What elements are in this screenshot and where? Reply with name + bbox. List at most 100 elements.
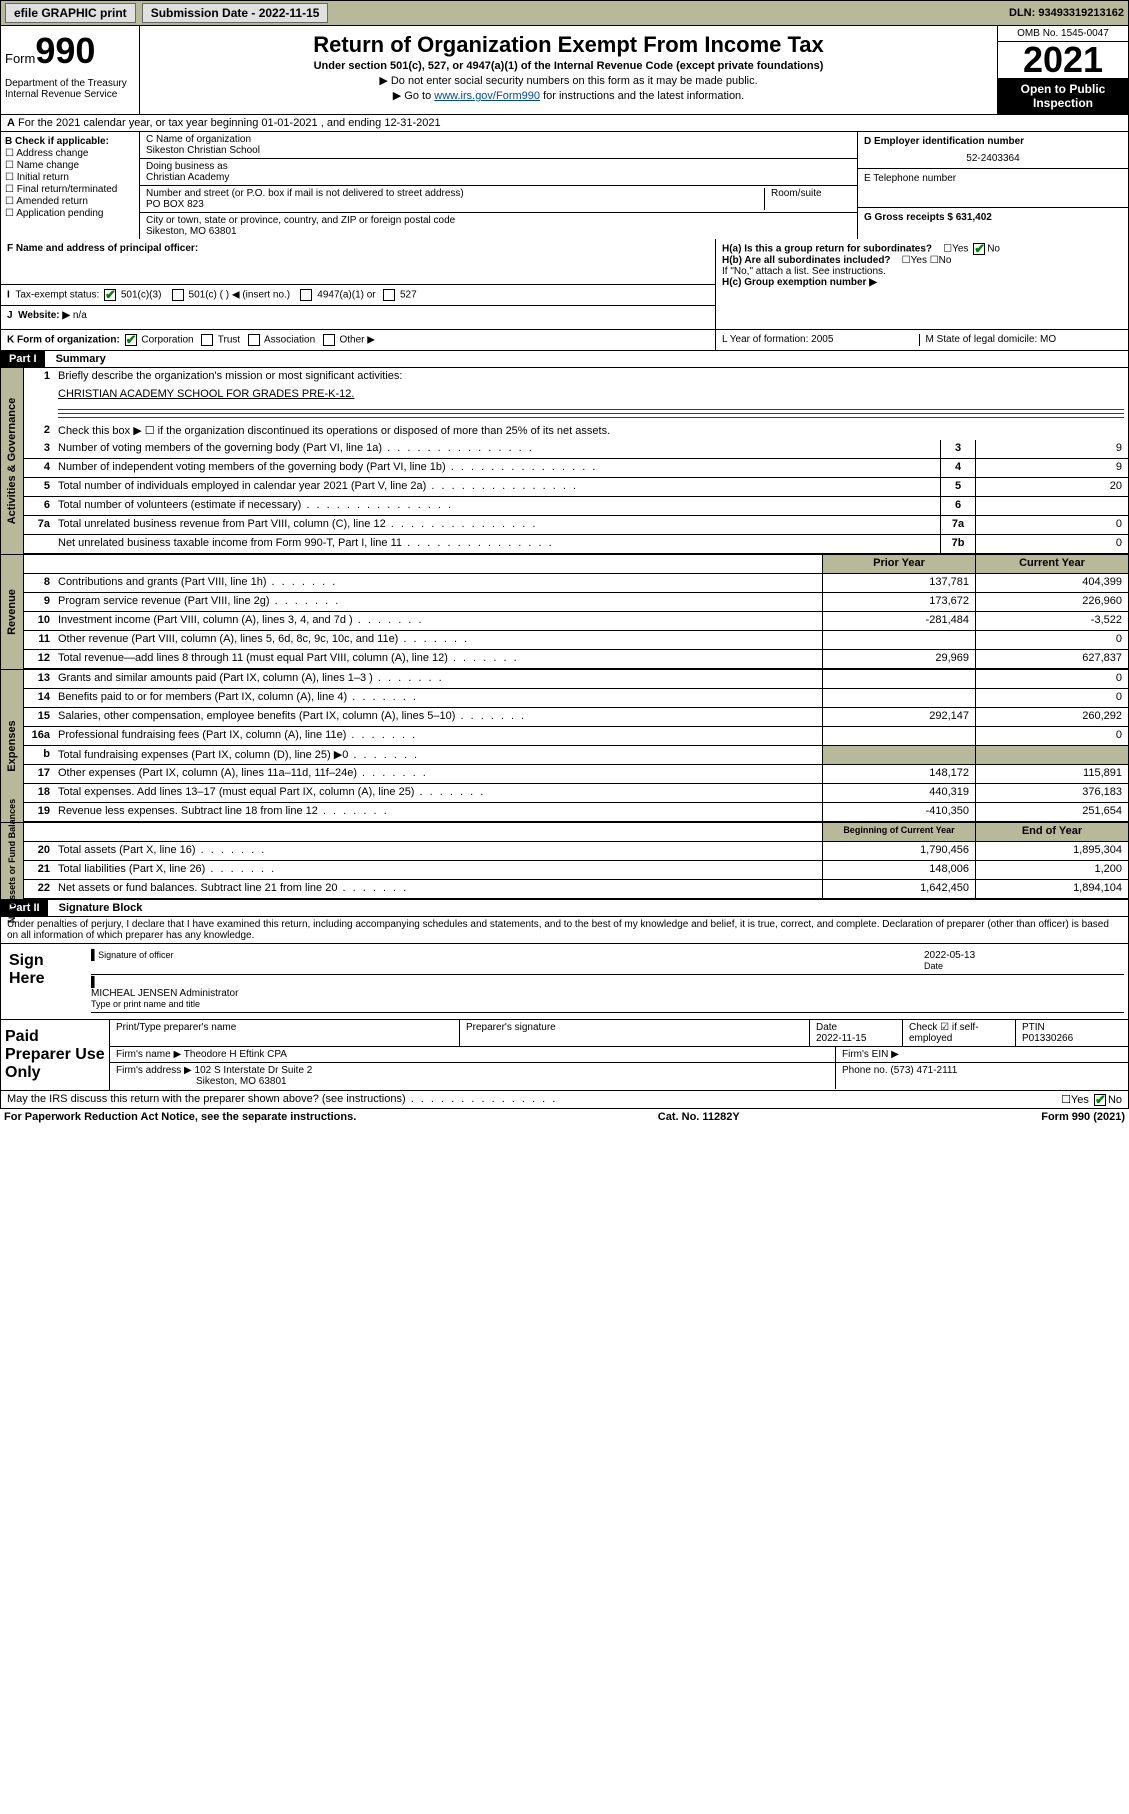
table-row: 14Benefits paid to or for members (Part … [24, 689, 1128, 708]
table-row: 13Grants and similar amounts paid (Part … [24, 670, 1128, 689]
ein-value: 52-2403364 [864, 147, 1122, 164]
firm-name: Theodore H Eftink CPA [184, 1049, 287, 1060]
chk-name-change[interactable]: ☐ Name change [5, 160, 135, 171]
col-prior: Prior Year [822, 555, 975, 573]
col-end: End of Year [975, 823, 1128, 841]
table-row: 12Total revenue—add lines 8 through 11 (… [24, 650, 1128, 669]
table-row: 9Program service revenue (Part VIII, lin… [24, 593, 1128, 612]
gross-receipts: G Gross receipts $ 631,402 [864, 212, 992, 223]
activities-governance: Activities & Governance 1Briefly describ… [0, 368, 1129, 555]
chk-address-change[interactable]: ☐ Address change [5, 148, 135, 159]
expenses-section: Expenses 13Grants and similar amounts pa… [0, 670, 1129, 823]
chk-assoc[interactable] [248, 334, 260, 346]
sig-officer-label: Signature of officer [98, 950, 173, 960]
dln-label: DLN: 93493319213162 [1009, 7, 1124, 19]
table-row: 5Total number of individuals employed in… [24, 478, 1128, 497]
table-row: 15Salaries, other compensation, employee… [24, 708, 1128, 727]
net-assets-section: Net Assets or Fund Balances Beginning of… [0, 823, 1129, 900]
table-row: 19Revenue less expenses. Subtract line 1… [24, 803, 1128, 822]
city-value: Sikeston, MO 63801 [146, 226, 851, 237]
prep-date: 2022-11-15 [816, 1033, 866, 1044]
part1-header: Part I Summary [0, 351, 1129, 368]
firm-ein: Firm's EIN ▶ [836, 1047, 1128, 1062]
row-k: K Form of organization: Corporation Trus… [0, 330, 1129, 351]
efile-button[interactable]: efile GRAPHIC print [5, 3, 136, 23]
col-b-checkboxes: B Check if applicable: ☐ Address change … [1, 132, 140, 239]
chk-initial-return[interactable]: ☐ Initial return [5, 172, 135, 183]
chk-corp[interactable] [125, 334, 137, 346]
table-row: 22Net assets or fund balances. Subtract … [24, 880, 1128, 899]
table-row: 21Total liabilities (Part X, line 26)148… [24, 861, 1128, 880]
chk-501c[interactable] [172, 289, 184, 301]
side-governance: Activities & Governance [6, 398, 18, 525]
table-row: Net unrelated business taxable income fr… [24, 535, 1128, 554]
paid-preparer: Paid Preparer Use Only Print/Type prepar… [1, 1019, 1128, 1090]
firm-addr1: 102 S Interstate Dr Suite 2 [195, 1065, 313, 1076]
state-domicile: M State of legal domicile: MO [920, 334, 1123, 346]
chk-4947[interactable] [300, 289, 312, 301]
row-f-h: F Name and address of principal officer:… [0, 239, 1129, 330]
chk-trust[interactable] [201, 334, 213, 346]
tax-year: 2021 [998, 42, 1128, 78]
firm-phone: (573) 471-2111 [890, 1065, 957, 1076]
org-name-value: Sikeston Christian School [146, 145, 851, 156]
form-subtitle: Under section 501(c), 527, or 4947(a)(1)… [148, 60, 989, 72]
hb-note: If "No," attach a list. See instructions… [722, 266, 1122, 277]
signature-block: Sign Here ▌Signature of officer 2022-05-… [0, 944, 1129, 1091]
table-row: bTotal fundraising expenses (Part IX, co… [24, 746, 1128, 765]
col-begin: Beginning of Current Year [822, 823, 975, 841]
sign-here-label: Sign Here [1, 944, 87, 1019]
table-row: 7aTotal unrelated business revenue from … [24, 516, 1128, 535]
form-title: Return of Organization Exempt From Incom… [148, 32, 989, 58]
table-row: 6Total number of volunteers (estimate if… [24, 497, 1128, 516]
section-bcd: B Check if applicable: ☐ Address change … [0, 132, 1129, 239]
hb-label: H(b) Are all subordinates included? [722, 255, 891, 266]
chk-final-return[interactable]: ☐ Final return/terminated [5, 184, 135, 195]
may-irs-no[interactable] [1094, 1094, 1106, 1106]
note-ssn: ▶ Do not enter social security numbers o… [148, 74, 989, 87]
table-row: 20Total assets (Part X, line 16)1,790,45… [24, 842, 1128, 861]
part2-header: Part II Signature Block [0, 900, 1129, 917]
table-row: 11Other revenue (Part VIII, column (A), … [24, 631, 1128, 650]
dba-value: Christian Academy [146, 172, 851, 183]
addr-label: Number and street (or P.O. box if mail i… [146, 188, 758, 199]
table-row: 8Contributions and grants (Part VIII, li… [24, 574, 1128, 593]
officer-name: MICHEAL JENSEN Administrator [91, 988, 1124, 999]
room-label: Room/suite [765, 188, 851, 210]
chk-amended[interactable]: ☐ Amended return [5, 196, 135, 207]
chk-501c3[interactable] [104, 289, 116, 301]
chk-527[interactable] [383, 289, 395, 301]
year-formation: L Year of formation: 2005 [722, 334, 920, 346]
col-d-ein: D Employer identification number 52-2403… [857, 132, 1128, 239]
submission-date-button[interactable]: Submission Date - 2022-11-15 [142, 3, 329, 23]
firm-addr2: Sikeston, MO 63801 [116, 1076, 287, 1087]
ein-label: D Employer identification number [864, 136, 1024, 147]
section-a-tax-year: A For the 2021 calendar year, or tax yea… [0, 115, 1129, 132]
table-row: 17Other expenses (Part IX, column (A), l… [24, 765, 1128, 784]
phone-label: E Telephone number [858, 169, 1128, 208]
org-name-label: C Name of organization [146, 134, 851, 145]
table-row: 18Total expenses. Add lines 13–17 (must … [24, 784, 1128, 803]
note-goto: ▶ Go to www.irs.gov/Form990 for instruct… [148, 89, 989, 102]
col-current: Current Year [975, 555, 1128, 573]
ha-no[interactable] [973, 243, 985, 255]
side-expenses: Expenses [6, 720, 18, 771]
form-header: Form990 Department of the Treasury Inter… [0, 26, 1129, 115]
l1-label: Briefly describe the organization's miss… [54, 368, 1128, 386]
dba-label: Doing business as [146, 161, 851, 172]
side-net: Net Assets or Fund Balances [7, 799, 17, 923]
form-number: Form990 [5, 30, 135, 72]
sig-date: 2022-05-13 [924, 950, 1124, 961]
may-irs-discuss: May the IRS discuss this return with the… [0, 1091, 1129, 1109]
chk-pending[interactable]: ☐ Application pending [5, 208, 135, 219]
irs-link[interactable]: www.irs.gov/Form990 [434, 90, 540, 102]
ptin-value: P01330266 [1022, 1033, 1073, 1044]
city-label: City or town, state or province, country… [146, 215, 851, 226]
col-c-org-info: C Name of organization Sikeston Christia… [140, 132, 857, 239]
table-row: 16aProfessional fundraising fees (Part I… [24, 727, 1128, 746]
chk-other[interactable] [323, 334, 335, 346]
perjury-declaration: Under penalties of perjury, I declare th… [0, 917, 1129, 944]
self-employed-check: Check ☑ if self-employed [903, 1020, 1016, 1046]
l2-label: Check this box ▶ ☐ if the organization d… [54, 422, 1128, 440]
revenue-section: Revenue Prior YearCurrent Year 8Contribu… [0, 555, 1129, 670]
